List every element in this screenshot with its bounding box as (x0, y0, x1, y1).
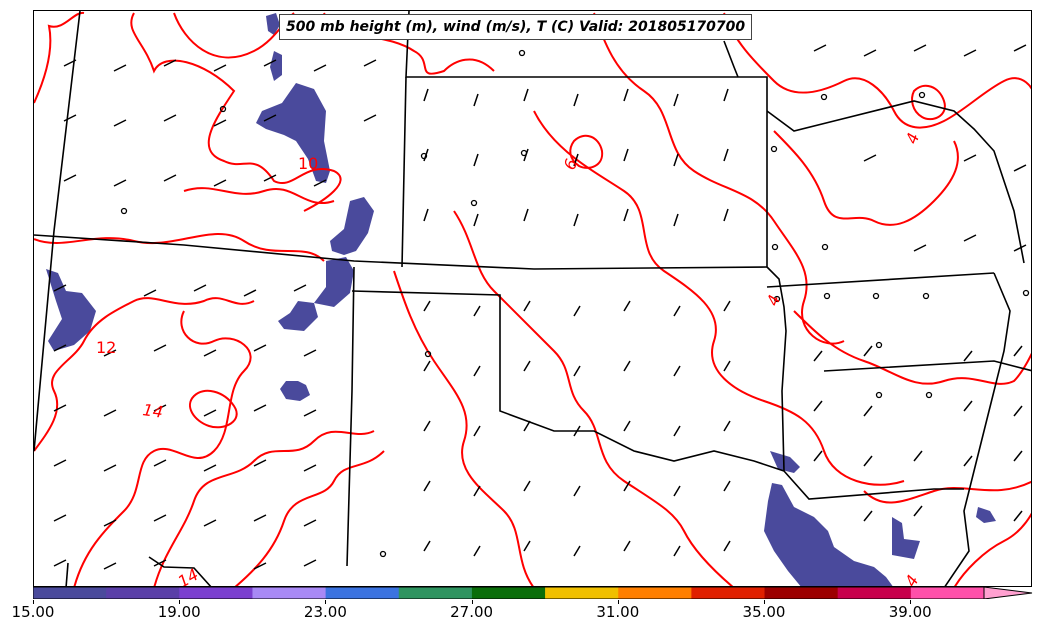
map-title: 500 mb height (m), wind (m/s), T (C) Val… (279, 14, 753, 40)
colorbar-segment (398, 587, 473, 599)
state-boundaries (34, 11, 1031, 586)
colorbar-segment (691, 587, 766, 599)
contour-label: 14 (175, 565, 202, 587)
map-canvas: 10 12 14 6 4 4 14 4 (34, 11, 1031, 587)
colorbar-segment (618, 587, 692, 599)
colorbar-segment (106, 587, 180, 599)
colorbar-tick-mark (471, 600, 473, 604)
colorbar-tick-label: 39.00 (888, 603, 932, 621)
colorbar-segment (179, 587, 253, 599)
contour-label: 14 (141, 400, 164, 422)
colorbar-segment (471, 587, 546, 599)
colorbar-segment (910, 587, 985, 599)
contour-label: 10 (298, 154, 318, 173)
colorbar-tick-mark (764, 600, 765, 604)
colorbar-tick-label: 23.00 (303, 603, 347, 621)
colorbar-ticks: 15.00 19.00 23.00 27.00 31.00 35.00 39.00 (0, 600, 1041, 630)
colorbar-segment (325, 587, 400, 599)
colorbar-segments (33, 587, 1033, 599)
colorbar-tick-label: 35.00 (742, 603, 786, 621)
contour-label: 6 (560, 156, 581, 172)
temperature-contours (34, 11, 1031, 586)
colorbar-segment (764, 587, 839, 599)
colorbar-tick-mark (617, 600, 619, 604)
map-area: 10 12 14 6 4 4 14 4 (33, 10, 1032, 587)
wind-barbs (53, 44, 1027, 570)
colorbar-segment (252, 587, 327, 599)
calm-wind-markers (120, 49, 1030, 558)
colorbar (33, 587, 1033, 599)
colorbar-tick-label: 19.00 (157, 603, 201, 621)
colorbar-segment (545, 587, 619, 599)
contour-label: 4 (902, 130, 923, 146)
contour-label: 12 (96, 338, 116, 357)
colorbar-tick-label: 27.00 (450, 603, 494, 621)
colorbar-tick-label: 15.00 (11, 603, 55, 621)
colorbar-tick-label: 31.00 (596, 603, 640, 621)
precip-shading (46, 13, 996, 586)
colorbar-extend-arrow (983, 587, 1033, 599)
colorbar-tick-mark (910, 600, 912, 604)
colorbar-segment (33, 587, 107, 599)
contour-label: 4 (901, 572, 923, 587)
colorbar-segment (837, 587, 912, 599)
colorbar-tick-mark (33, 600, 34, 604)
colorbar-tick-mark (325, 600, 327, 604)
colorbar-tick-mark (179, 600, 181, 604)
